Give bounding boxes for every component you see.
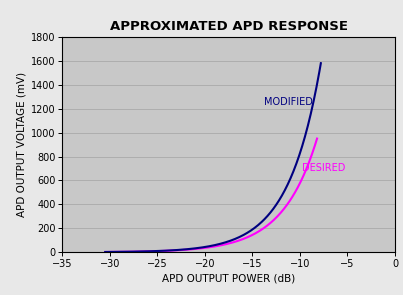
Text: DESIRED: DESIRED — [302, 163, 345, 173]
Y-axis label: APD OUTPUT VOLTAGE (mV): APD OUTPUT VOLTAGE (mV) — [17, 72, 27, 217]
Text: MODIFIED: MODIFIED — [264, 97, 313, 107]
X-axis label: APD OUTPUT POWER (dB): APD OUTPUT POWER (dB) — [162, 273, 295, 283]
Title: APPROXIMATED APD RESPONSE: APPROXIMATED APD RESPONSE — [110, 20, 348, 33]
